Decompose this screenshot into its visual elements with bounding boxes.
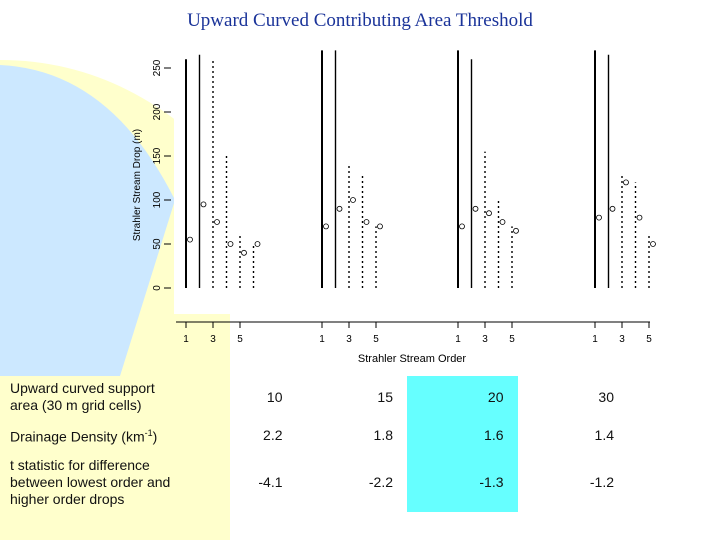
x-tick-label: 1 xyxy=(319,334,325,345)
table-cell-highlight: 20 xyxy=(407,376,518,418)
table-cell: -1.2 xyxy=(589,474,614,490)
x-tick-label: 5 xyxy=(237,334,243,345)
table-cell: -4.1 xyxy=(258,474,283,490)
x-tick-label: 3 xyxy=(346,334,352,345)
y-tick-label: 0 xyxy=(152,285,163,291)
y-tick-label: 200 xyxy=(152,103,163,120)
mean-point xyxy=(499,219,506,225)
mean-point xyxy=(241,249,247,256)
x-axis: 1 3 5 1 3 5 1 3 5 1 3 5 xyxy=(176,321,652,345)
table-cell: 15 xyxy=(377,389,393,405)
mean-point xyxy=(486,210,492,217)
mean-point xyxy=(472,205,479,212)
table-cell-highlight: -1.3 xyxy=(407,452,518,512)
row-label: Upward curved support area (30 m grid ce… xyxy=(4,376,186,418)
x-tick-label: 5 xyxy=(509,334,515,345)
x-tick-label: 5 xyxy=(646,334,652,345)
table-row: t statistic for difference between lowes… xyxy=(4,452,628,512)
x-tick-label: 3 xyxy=(210,334,216,345)
x-tick-label: 1 xyxy=(592,334,598,345)
table-cell: 1.8 xyxy=(373,427,393,443)
x-tick-label: 1 xyxy=(183,334,189,345)
row-label-sup: -1 xyxy=(144,427,153,438)
x-axis-label: Strahler Stream Order xyxy=(358,353,467,365)
stats-table: Upward curved support area (30 m grid ce… xyxy=(4,376,628,512)
table-cell: -2.2 xyxy=(368,474,393,490)
y-tick-label: 250 xyxy=(152,59,163,76)
mean-point xyxy=(214,219,220,225)
table-cell: 10 xyxy=(266,389,283,405)
mean-point xyxy=(377,223,383,230)
table-cell-highlight: 1.6 xyxy=(407,418,518,452)
table-cell: 1.4 xyxy=(594,427,614,443)
row-label: Drainage Density (km-1) xyxy=(4,418,186,452)
mean-point xyxy=(609,205,616,212)
table-cell: 30 xyxy=(598,389,614,405)
x-tick-label: 1 xyxy=(455,334,461,345)
mean-point xyxy=(350,197,356,203)
y-axis-label: Strahler Stream Drop (m) xyxy=(132,129,143,241)
mean-point xyxy=(363,219,370,225)
mean-point xyxy=(323,223,329,230)
data-marks xyxy=(185,50,656,288)
mean-point xyxy=(336,205,343,212)
mean-point xyxy=(227,241,234,247)
mean-point xyxy=(623,179,629,186)
mean-point xyxy=(636,214,643,221)
y-tick-label: 150 xyxy=(152,147,163,164)
table-cell: 2.2 xyxy=(263,427,283,443)
row-label-text: Drainage Density (km xyxy=(10,428,145,445)
mean-point xyxy=(513,227,519,234)
mean-point xyxy=(187,236,193,243)
mean-point xyxy=(596,214,602,221)
row-label: t statistic for difference between lowes… xyxy=(4,452,186,512)
mean-point xyxy=(650,241,656,247)
x-tick-label: 3 xyxy=(482,334,488,345)
y-tick-label: 100 xyxy=(152,191,163,208)
page-title: Upward Curved Contributing Area Threshol… xyxy=(187,10,533,31)
table-row: Upward curved support area (30 m grid ce… xyxy=(4,376,628,418)
blue-swoosh xyxy=(0,65,175,376)
mean-point xyxy=(254,241,261,247)
y-tick-label: 50 xyxy=(152,238,163,250)
row-label-tail: ) xyxy=(152,428,158,445)
y-axis: 0 50 100 150 200 250 xyxy=(152,59,171,291)
table-row: Drainage Density (km-1) 2.2 1.8 1.6 1.4 xyxy=(4,418,628,452)
mean-point xyxy=(200,201,207,208)
plot-area xyxy=(174,42,669,314)
x-tick-label: 5 xyxy=(373,334,379,345)
x-tick-label: 3 xyxy=(619,334,625,345)
mean-point xyxy=(459,223,465,230)
